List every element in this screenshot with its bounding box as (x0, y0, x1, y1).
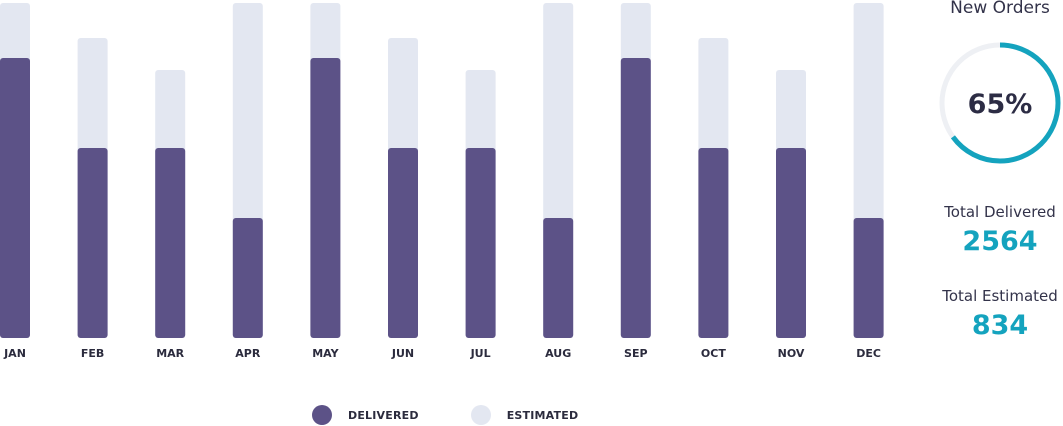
new-orders-title: New Orders (950, 0, 1050, 18)
legend-label-delivered: DELIVERED (348, 408, 419, 422)
legend-label-estimated: ESTIMATED (506, 408, 579, 422)
bar-delivered-jan[interactable] (0, 58, 30, 338)
bar-delivered-jul[interactable] (465, 148, 496, 338)
total-delivered-value: 2564 (962, 226, 1038, 257)
month-label-dec: DEC (856, 347, 881, 360)
gauge-progress-arc (939, 42, 1061, 164)
bar-delivered-oct[interactable] (698, 148, 729, 338)
month-label-apr: APR (235, 347, 261, 360)
bar-delivered-aug[interactable] (543, 218, 574, 338)
month-labels: JAN FEB MAR APR MAY JUN JUL AUG SEP OCT NOV DEC (3, 347, 881, 360)
bar-delivered-jun[interactable] (388, 148, 418, 338)
bar-delivered-sep[interactable] (620, 58, 651, 338)
month-label-mar: MAR (156, 347, 184, 360)
bar-delivered-mar[interactable] (155, 148, 186, 338)
bar-delivered-nov[interactable] (776, 148, 806, 338)
month-label-feb: FEB (81, 347, 104, 360)
month-label-jul: JUL (470, 347, 491, 360)
bar-delivered-dec[interactable] (853, 218, 884, 338)
month-label-oct: OCT (701, 347, 726, 360)
chart-legend: DELIVERED ESTIMATED (312, 404, 630, 426)
legend-item-estimated[interactable]: ESTIMATED (470, 405, 579, 425)
total-delivered-label: Total Delivered (944, 203, 1056, 221)
month-label-nov: NOV (778, 347, 805, 360)
total-estimated-label: Total Estimated (942, 287, 1058, 305)
bars-layer (0, 3, 884, 338)
legend-dot-estimated (470, 405, 491, 425)
month-label-may: MAY (312, 347, 339, 360)
total-estimated-value: 834 (971, 310, 1029, 341)
gauge-percent-label: 65% (968, 89, 1033, 120)
month-label-jan: JAN (3, 347, 26, 360)
bar-delivered-apr[interactable] (232, 218, 263, 338)
bar-delivered-feb[interactable] (77, 148, 108, 338)
new-orders-gauge: 65% (939, 42, 1061, 164)
month-label-sep: SEP (624, 347, 648, 360)
month-label-jun: JUN (391, 347, 414, 360)
bar-chart: JAN FEB MAR APR MAY JUN JUL AUG SEP OCT NOV DEC (0, 3, 884, 360)
legend-item-delivered[interactable]: DELIVERED (312, 405, 419, 425)
month-label-aug: AUG (545, 347, 571, 360)
bar-delivered-may[interactable] (310, 58, 341, 338)
legend-dot-delivered (312, 405, 332, 425)
